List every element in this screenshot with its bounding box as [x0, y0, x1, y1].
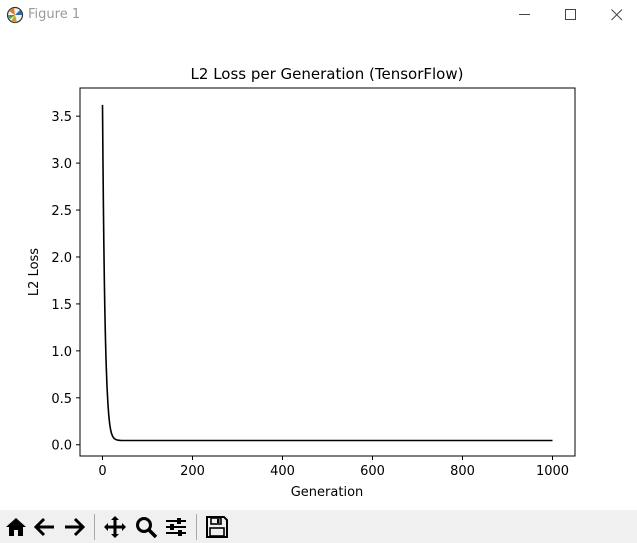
close-icon	[611, 9, 623, 21]
y-tick-label: 1.5	[51, 298, 72, 313]
figure-canvas[interactable]: L2 Loss per Generation (TensorFlow) 0 200…	[0, 30, 637, 510]
x-tick-label: 1000	[536, 464, 569, 479]
y-axis-ticks: 0.0 0.5 1.0 1.5 2.0 2.5 3.0 3.5	[51, 110, 80, 454]
matplotlib-icon	[6, 6, 24, 24]
window-titlebar: Figure 1	[0, 0, 637, 30]
x-tick-label: 600	[360, 464, 385, 479]
x-axis-label: Generation	[291, 485, 364, 500]
y-tick-label: 0.5	[51, 392, 72, 407]
save-button[interactable]	[204, 513, 230, 541]
x-tick-label: 0	[98, 464, 106, 479]
plot-area	[79, 87, 576, 457]
y-tick-label: 1.0	[51, 345, 72, 360]
close-button[interactable]	[594, 0, 637, 30]
minimize-icon	[519, 14, 530, 15]
window-title: Figure 1	[28, 7, 81, 22]
toolbar-separator	[196, 514, 197, 540]
zoom-button[interactable]	[133, 513, 159, 541]
y-tick-label: 2.0	[51, 251, 72, 266]
loss-chart: L2 Loss per Generation (TensorFlow) 0 200…	[27, 65, 576, 500]
x-axis-ticks: 0 200 400 600 800 1000	[98, 456, 569, 479]
toolbar-separator	[94, 514, 95, 540]
x-tick-label: 200	[180, 464, 205, 479]
home-button[interactable]	[3, 513, 29, 541]
back-button[interactable]	[32, 513, 58, 541]
arrow-left-icon	[33, 517, 54, 537]
y-axis-label: L2 Loss	[27, 248, 42, 296]
chart-title: L2 Loss per Generation (TensorFlow)	[191, 65, 464, 83]
y-tick-label: 2.5	[51, 204, 72, 219]
sliders-icon	[166, 518, 186, 536]
y-tick-label: 0.0	[51, 439, 72, 454]
maximize-icon	[565, 9, 576, 20]
magnifier-icon	[136, 517, 158, 539]
y-tick-label: 3.5	[51, 110, 72, 125]
x-tick-label: 400	[270, 464, 295, 479]
arrow-right-icon	[65, 517, 86, 537]
loss-series-line	[101, 104, 553, 442]
floppy-disk-icon	[206, 516, 228, 538]
maximize-button[interactable]	[548, 0, 594, 30]
y-tick-label: 3.0	[51, 157, 72, 172]
minimize-button[interactable]	[502, 0, 548, 30]
navigation-toolbar	[0, 510, 637, 543]
home-icon	[6, 518, 26, 536]
forward-button[interactable]	[61, 513, 87, 541]
move-icon	[104, 516, 126, 538]
subplots-button[interactable]	[163, 513, 189, 541]
pan-button[interactable]	[102, 513, 128, 541]
x-tick-label: 800	[450, 464, 475, 479]
